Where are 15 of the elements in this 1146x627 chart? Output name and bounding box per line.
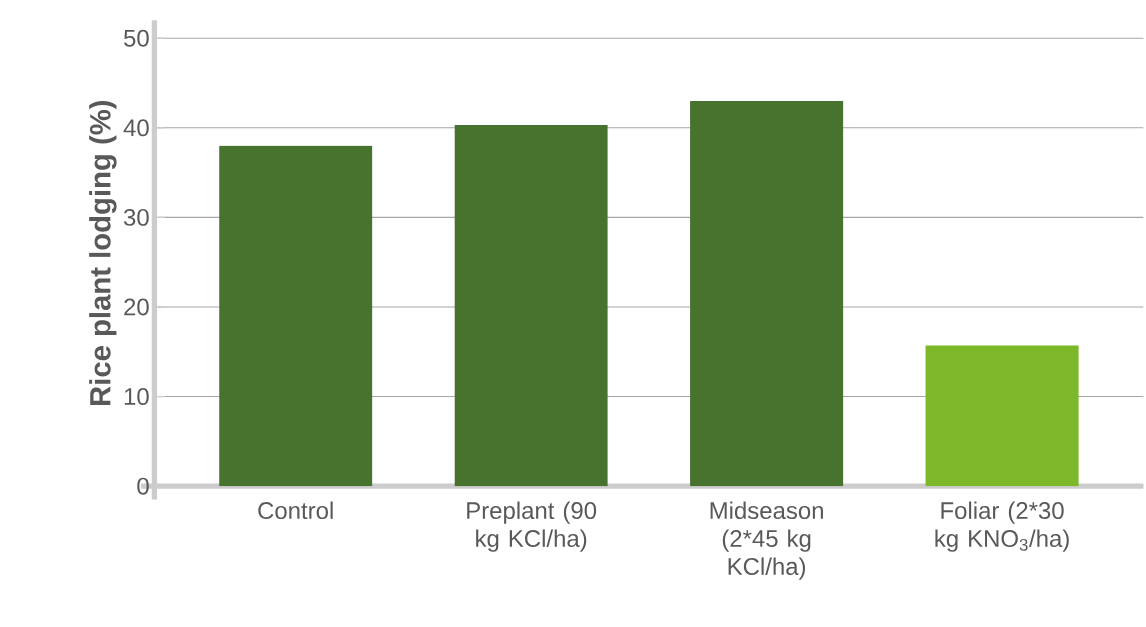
bar [219,145,373,487]
x-tick-label: Foliar (2*30 kg KNO$_{3}$/ha) [935,501,1069,552]
y-tick-label: 30 [123,208,149,226]
bar [454,125,608,487]
bar [690,100,844,487]
y-tick-label: 50 [124,29,149,47]
y-axis-title: Rice plant lodging (%) [89,101,117,406]
y-tick-label: 0 [137,477,149,495]
y-tick-label: 40 [123,119,149,137]
bar [925,345,1079,487]
x-tick-label: Preplant (90 kg KCl/ha) [467,501,597,552]
y-tick-label: 10 [124,388,149,406]
x-tick-label: Control [258,501,333,520]
x-tick-label: Midseason (2*45 kg KCl/ha) [710,501,823,580]
y-tick-label: 20 [124,298,149,316]
